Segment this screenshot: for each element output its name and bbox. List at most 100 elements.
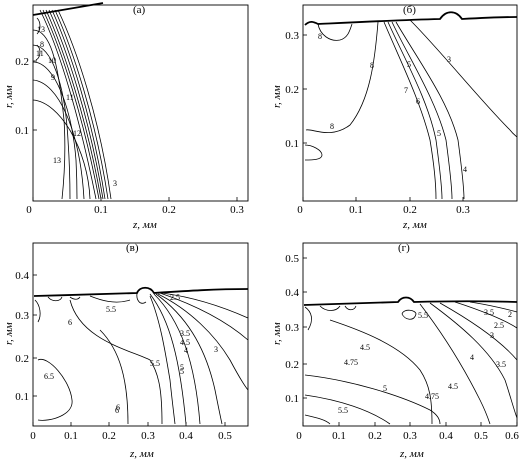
panel-b-xlabel: z, мм [402,219,427,231]
panel-d-xtick-5: 0.5 [474,430,488,442]
panel-c-ylabel: r, мм [3,322,15,345]
panel-a-clab-4: 8 [40,40,44,49]
panel-d-xtick-2: 0.2 [368,430,382,442]
panel-a-ytick-1: 0.2 [15,56,29,68]
panel-a-yticks: 0.1 0.2 [15,56,37,137]
panel-c-xtick-3: 0.3 [141,430,155,442]
panel-d-frame [302,242,518,427]
panel-b-ylabel: r, мм [271,85,283,108]
panel-d-clab-3: 2.5 [494,321,504,330]
panel-c-clab-7: 4.5 [180,338,190,347]
panel-c-clab-6: 4 [184,346,188,355]
panel-d-xtick-6: 0.6 [505,430,519,442]
panel-d-clab-7: 4 [470,353,474,362]
panel-b-clab-6: 5 [437,129,441,138]
panel-d-xtick-0: 0 [296,430,302,442]
panel-c-contour-labels: 6 5.5 6.5 6 2.5 3.5 4 4.5 5 3 5.5 6 5 [44,293,218,415]
panel-c-clab-2: 6.5 [44,372,54,381]
panel-b: (б) 0 0.1 0.2 0.3 0.1 0.2 0.3 z, мм r, м… [271,4,518,231]
panel-d-label: (г) [398,242,410,254]
panel-a-clab-3: 9 [51,73,55,82]
panel-c-clab-4: 2.5 [170,293,180,302]
panel-d-ytick-3: 0.4 [285,287,299,299]
panel-c-label: (в) [126,242,139,254]
panel-a-xtick-3: 0.3 [230,204,244,216]
panel-d-xtick-4: 0.4 [439,430,453,442]
panel-b-yticks: 0.1 0.2 0.3 [285,30,307,150]
panel-d-xtick-1: 0.1 [332,430,346,442]
panel-a-contour-labels: 13 11 10 9 8 11 12 13 3 [36,25,117,188]
panel-c-yticks: 0.1 0.2 0.3 0.4 [15,270,37,403]
panel-d-clab-6: 4.75 [344,358,358,367]
panel-d-clab-4: 3 [490,331,494,340]
panel-d-xlabel: z, мм [399,448,424,460]
panel-a-xtick-1: 0.1 [94,204,108,216]
panel-a-xtick-0: 0 [26,204,32,216]
panel-a-ylabel: r, мм [3,85,15,108]
panel-b-clab-3: 7 [404,86,408,95]
panel-d-surface [303,296,518,306]
panel-a-clab-7: 13 [53,156,61,165]
panel-a-label: (а) [133,4,146,16]
panel-a-contours [32,9,112,200]
panel-d: (г) 0 0.1 0.2 0.3 0.4 0.5 0.6 0.1 0.2 0.… [271,242,519,460]
panel-b-clab-7: 4 [463,165,467,174]
panel-d-clab-0: 5.5 [338,406,348,415]
panel-b-clab-4: 6 [416,97,420,106]
panel-b-clab-0: 8 [318,32,322,41]
panel-a: (а) 0 0.1 0.2 0.3 0.1 0.2 z, мм r, мм [3,2,249,231]
panel-c-xtick-1: 0.1 [64,430,78,442]
panel-d-ytick-1: 0.2 [285,359,299,371]
panel-a-xtick-2: 0.2 [162,204,176,216]
panel-d-clab-5: 4.5 [360,343,370,352]
panel-c-contours [34,292,249,425]
panel-d-clab-11: 5 [383,384,387,393]
panel-c-clab-5: 3.5 [180,329,190,338]
panel-d-clab-2: 2 [508,310,512,319]
panel-b-clab-5: 5 [407,60,411,69]
panel-d-contours [304,301,518,425]
panel-b-xticks: 0 0.1 0.2 0.3 [297,197,470,216]
panel-d-yticks: 0.1 0.2 0.3 0.4 0.5 [285,253,307,405]
panel-a-ytick-0: 0.1 [15,125,29,137]
panel-b-ytick-1: 0.2 [285,84,299,96]
panel-d-xticks: 0 0.1 0.2 0.3 0.4 0.5 0.6 [296,422,519,442]
panel-d-xtick-3: 0.3 [403,430,417,442]
panel-d-clab-8: 3.5 [496,360,506,369]
panel-b-ytick-0: 0.1 [285,138,299,150]
panel-b-surface [304,11,518,26]
panel-c-xtick-0: 0 [30,430,36,442]
panel-c-clab-11: 6 [116,403,120,412]
panel-a-clab-2: 10 [48,56,56,65]
panel-c-xlabel: z, мм [129,448,154,460]
panel-d-ylabel: r, мм [271,322,283,345]
panel-d-clab-10: 4.75 [425,392,439,401]
panel-d-clab-12: 5.5 [418,311,428,320]
panel-a-clab-5: 11 [66,93,74,102]
panel-b-clab-1: 8 [370,61,374,70]
panel-c-ytick-3: 0.4 [15,270,29,282]
panel-c-clab-9: 3 [214,345,218,354]
panel-c-clab-1: 5.5 [106,305,116,314]
panel-a-xlabel: z, мм [132,219,157,231]
panel-c-surface [33,286,249,297]
panel-c-xtick-2: 0.2 [102,430,116,442]
panel-c-xtick-5: 0.5 [218,430,232,442]
panel-c-clab-12: 5 [180,367,184,376]
panel-a-clab-6: 12 [73,129,81,138]
panel-c-frame [32,242,249,427]
panel-a-frame [32,4,249,202]
panel-a-clab-0: 13 [37,25,45,34]
panel-c-ytick-1: 0.2 [15,353,29,365]
panel-c-ytick-0: 0.1 [15,391,29,403]
panel-d-ytick-4: 0.5 [285,253,299,265]
panel-b-xtick-0: 0 [297,204,303,216]
panel-c-clab-10: 5.5 [150,359,160,368]
panel-c-xtick-4: 0.4 [179,430,193,442]
panel-d-ytick-2: 0.3 [285,322,299,334]
panel-c-xticks: 0 0.1 0.2 0.3 0.4 0.5 [30,422,232,442]
panel-d-clab-9: 4.5 [448,382,458,391]
panel-d-clab-1: 3.5 [484,308,494,317]
panel-c-clab-0: 6 [68,318,72,327]
